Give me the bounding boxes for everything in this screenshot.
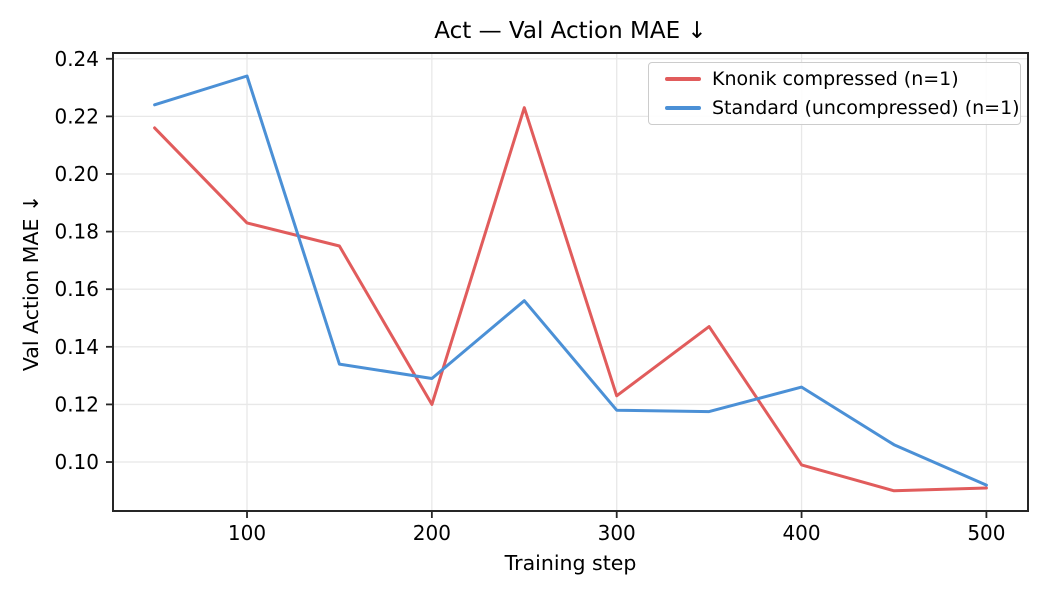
legend-item-1: Standard (uncompressed) (n=1) <box>665 94 1020 122</box>
x-tick-label: 100 <box>228 521 266 545</box>
y-tick-label: 0.18 <box>54 220 99 244</box>
legend: Knonik compressed (n=1) Standard (uncompr… <box>648 62 1021 125</box>
y-tick-label: 0.10 <box>54 450 99 474</box>
legend-line-swatch <box>665 106 701 110</box>
y-tick-label: 0.12 <box>54 392 99 416</box>
chart-title: Act — Val Action MAE ↓ <box>434 18 707 44</box>
legend-label: Standard (uncompressed) (n=1) <box>712 97 1020 119</box>
series-line-1 <box>153 74 988 487</box>
legend-label: Knonik compressed (n=1) <box>712 68 959 90</box>
x-tick-label: 400 <box>782 521 820 545</box>
x-tick-label: 200 <box>413 521 451 545</box>
y-tick-label: 0.16 <box>54 277 99 301</box>
y-tick-label: 0.24 <box>54 47 99 71</box>
x-axis-label: Training step <box>504 551 637 575</box>
legend-line-swatch <box>665 77 701 81</box>
plot-spines <box>112 52 1029 512</box>
x-tick-label: 300 <box>598 521 636 545</box>
series-line-0 <box>153 106 988 493</box>
y-tick-label: 0.14 <box>54 335 99 359</box>
x-tick-label: 500 <box>967 521 1005 545</box>
legend-item-0: Knonik compressed (n=1) <box>665 65 1020 93</box>
y-tick-label: 0.22 <box>54 104 99 128</box>
y-tick-label: 0.20 <box>54 162 99 186</box>
